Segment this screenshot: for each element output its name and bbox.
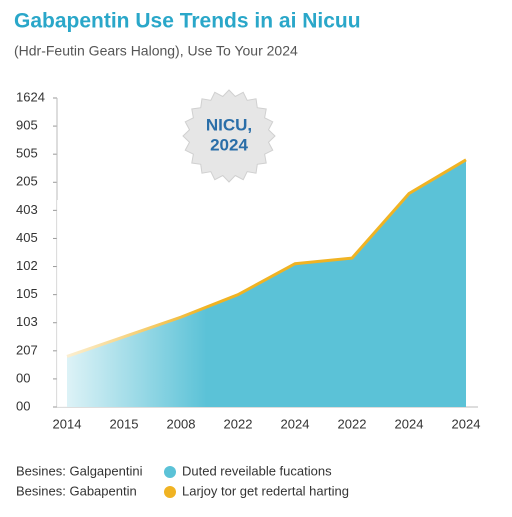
y-tick-label: 505 xyxy=(16,146,38,161)
photo-overlay xyxy=(57,200,207,407)
y-tick-label: 00 xyxy=(16,398,30,413)
legend-swatch xyxy=(164,486,176,498)
y-tick-label: 103 xyxy=(16,314,38,329)
y-tick-label: 205 xyxy=(16,174,38,189)
chart-title: Gabapentin Use Trends in ai Nicuu xyxy=(14,10,361,33)
x-tick-label: 2022 xyxy=(338,416,367,431)
legend-prefix: Besines: Galgapentini xyxy=(16,463,143,478)
badge-text: NICU, xyxy=(206,115,252,134)
y-tick-label: 405 xyxy=(16,230,38,245)
legend-swatch xyxy=(164,466,176,478)
legend-prefix: Besines: Gabapentin xyxy=(16,483,137,498)
x-tick-label: 2022 xyxy=(224,416,253,431)
y-tick-label: 1624 xyxy=(16,89,45,104)
y-tick-label: 00 xyxy=(16,370,30,385)
y-tick-label: 207 xyxy=(16,342,38,357)
x-tick-label: 2008 xyxy=(167,416,196,431)
y-tick-label: 102 xyxy=(16,258,38,273)
x-tick-label: 2024 xyxy=(452,416,481,431)
badge xyxy=(182,89,276,183)
y-tick-label: 905 xyxy=(16,118,38,133)
badge-text: 2024 xyxy=(210,135,248,154)
x-tick-label: 2014 xyxy=(53,416,82,431)
y-tick-label: 403 xyxy=(16,202,38,217)
x-tick-label: 2024 xyxy=(281,416,310,431)
legend: Besines: Galgapentini Duted reveilable fu… xyxy=(16,463,349,498)
y-tick-label: 105 xyxy=(16,286,38,301)
x-tick-label: 2015 xyxy=(110,416,139,431)
legend-label: Duted reveilable fucations xyxy=(182,463,332,478)
x-tick-label: 2024 xyxy=(395,416,424,431)
chart-subtitle: (Hdr-Feutin Gears Halong), Use To Your 2… xyxy=(14,43,298,59)
legend-label: Larjoy tor get redertal harting xyxy=(182,483,349,498)
